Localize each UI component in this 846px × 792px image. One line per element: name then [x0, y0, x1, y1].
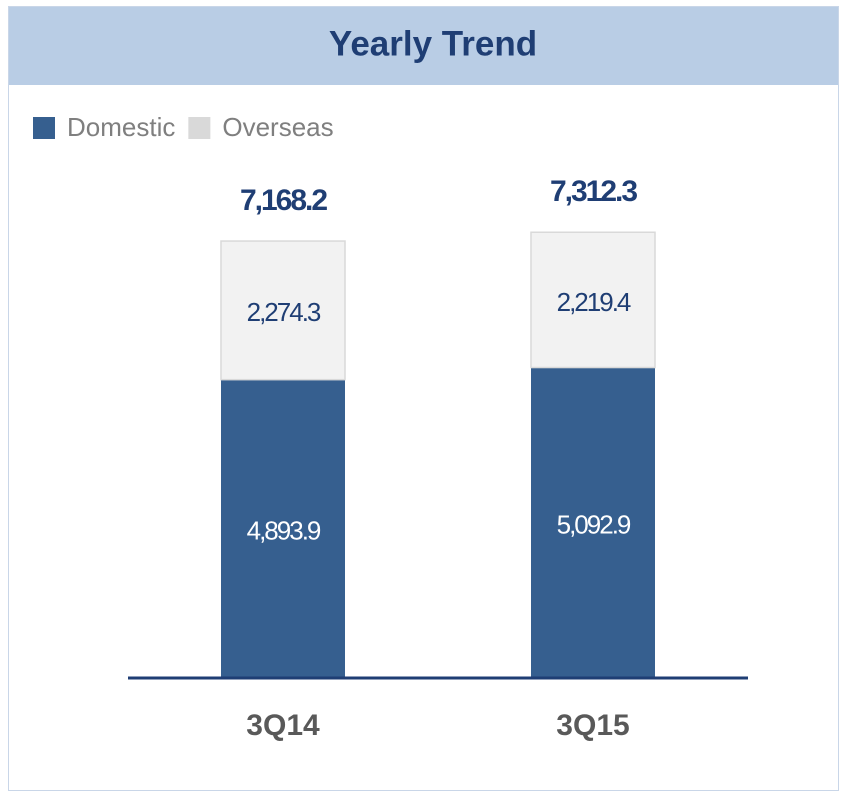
legend-label: Domestic [67, 112, 175, 142]
total-label: 7,312.3 [550, 175, 637, 208]
bar-segment [531, 367, 655, 678]
legend-swatch [33, 117, 55, 139]
legend-swatch [188, 117, 211, 139]
total-label: 7,168.2 [240, 184, 327, 217]
bar-segment [220, 240, 346, 381]
x-tick-label: 3Q14 [246, 709, 320, 742]
header [9, 7, 838, 85]
value-label: 2,219.4 [557, 287, 631, 317]
value-label: 5,092.9 [557, 510, 631, 540]
legend-label: Overseas [222, 112, 333, 142]
bar-segment [530, 231, 656, 369]
value-label: 4,893.9 [247, 516, 321, 546]
panel [8, 6, 839, 791]
x-tick-label: 3Q15 [556, 709, 629, 742]
chart-title: Yearly Trend [329, 24, 537, 63]
bar-segment [221, 379, 345, 678]
value-label: 2,274.3 [247, 297, 321, 327]
